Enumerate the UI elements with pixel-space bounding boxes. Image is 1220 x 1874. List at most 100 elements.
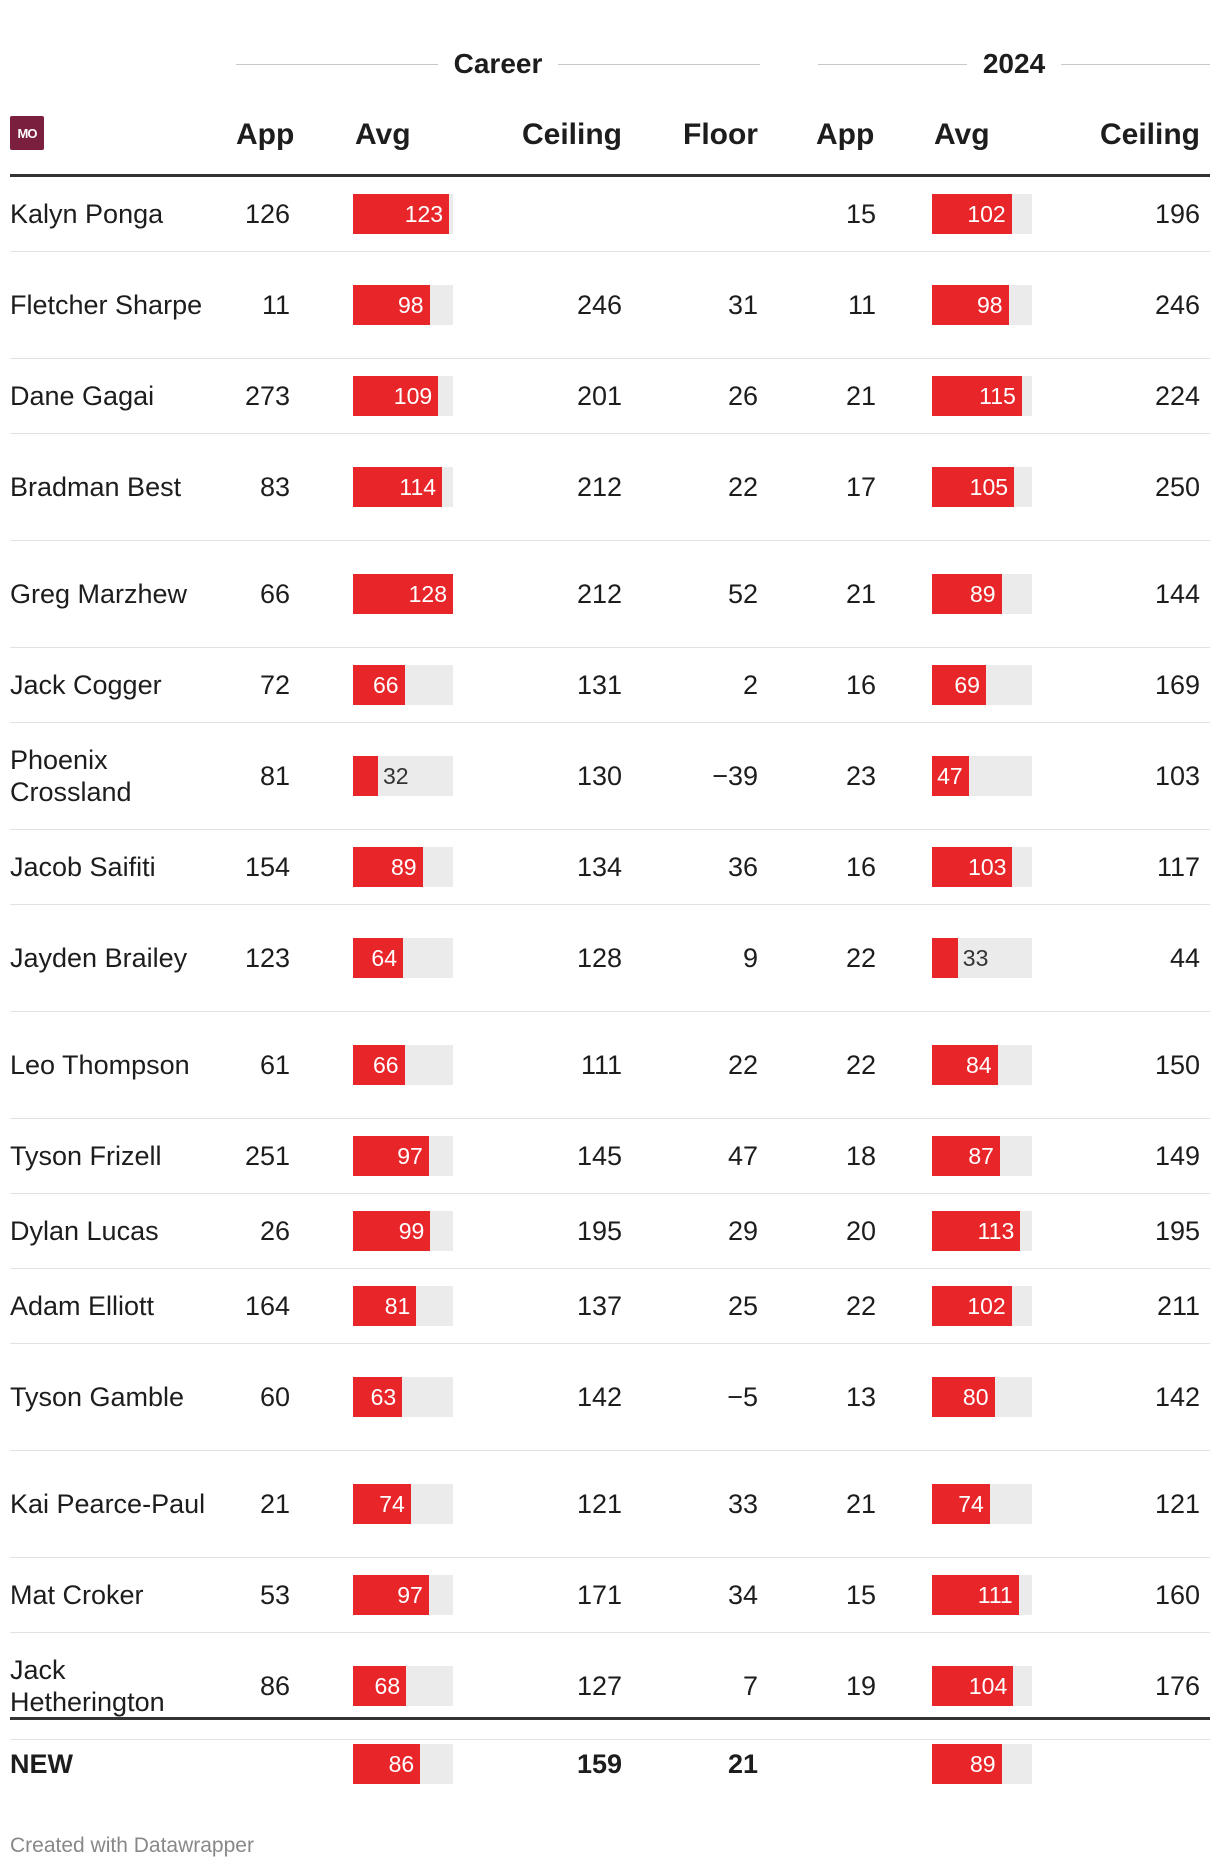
player-name: Dylan Lucas <box>10 1216 159 1246</box>
app-2024: 16 <box>845 669 876 700</box>
team-logo-icon: MO <box>10 116 44 150</box>
career-avg-bar: 123 <box>353 194 453 234</box>
divider <box>236 63 438 65</box>
career-avg-bar: 114 <box>353 467 453 507</box>
avg-2024-bar: 102 <box>932 194 1032 234</box>
avg-2024-bar: 84 <box>932 1045 1032 1085</box>
table-body: Kalyn Ponga 126 123 15 102 196 Fletcher Sharpe… <box>10 177 1210 1740</box>
career-app <box>190 1720 290 1808</box>
career-app: 273 <box>244 380 290 411</box>
career-avg-bar: 32 <box>353 756 453 796</box>
career-avg-bar: 98 <box>353 285 453 325</box>
bar-value-label: 102 <box>967 1292 1006 1319</box>
bar-value-label: 87 <box>968 1142 994 1169</box>
bar-value-label: 89 <box>390 853 417 880</box>
table-row: Kalyn Ponga 126 123 15 102 196 <box>10 177 1210 252</box>
ceiling-2024 <box>1090 1720 1200 1808</box>
avg-2024-bar: 113 <box>932 1211 1032 1251</box>
table-row: Kai Pearce-Paul 21 74 121 33 21 74 121 <box>10 1451 1210 1558</box>
career-ceiling: 111 <box>580 1049 622 1080</box>
bar-fill <box>353 1666 407 1706</box>
bar-fill <box>932 574 1002 614</box>
career-avg-bar: 109 <box>353 376 453 416</box>
app-2024: 15 <box>845 198 876 229</box>
avg-2024-bar: 89 <box>932 1744 1032 1784</box>
career-avg-bar: 99 <box>353 1211 453 1251</box>
career-avg-bar: 68 <box>353 1666 453 1706</box>
bar-value-label: 84 <box>966 1051 992 1078</box>
bar-fill <box>353 938 403 978</box>
ceiling-2024: 250 <box>1154 471 1200 502</box>
table-row: Mat Croker 53 97 171 34 15 111 160 <box>10 1558 1210 1633</box>
bar-fill <box>353 1744 421 1784</box>
career-floor: 47 <box>727 1140 758 1171</box>
bar-value-label: 113 <box>977 1217 1015 1244</box>
career-ceiling: 212 <box>576 578 622 609</box>
career-floor: 25 <box>727 1290 758 1321</box>
career-ceiling: 127 <box>576 1670 622 1701</box>
total-row: NEW 86 159 21 89 <box>10 1717 1210 1808</box>
career-ceiling: 195 <box>576 1215 622 1246</box>
bar-fill <box>353 285 430 325</box>
bar-value-label: 66 <box>372 1051 399 1078</box>
career-app: 11 <box>261 289 290 320</box>
column-header-row: MO App Avg Ceiling Floor App Avg Ceiling <box>10 112 1210 177</box>
header-avg: Avg <box>355 118 411 151</box>
table-row: Adam Elliott 164 81 137 25 22 102 211 <box>10 1269 1210 1344</box>
ceiling-2024: 117 <box>1156 851 1200 882</box>
app-2024: 17 <box>845 471 876 502</box>
table-row: Jayden Brailey 123 64 128 9 22 33 44 <box>10 905 1210 1012</box>
header-floor: Floor <box>683 118 758 151</box>
ceiling-2024: 169 <box>1154 669 1200 700</box>
table-row: Tyson Gamble 60 63 142 −5 13 80 142 <box>10 1344 1210 1451</box>
player-name: Tyson Frizell <box>10 1141 162 1171</box>
career-avg-bar: 128 <box>353 574 453 614</box>
table-row: Phoenix Crossland 81 32 130 −39 23 47 103 <box>10 723 1210 830</box>
bar-value-label: 63 <box>370 1383 397 1410</box>
table-row: Dane Gagai 273 109 201 26 21 115 224 <box>10 359 1210 434</box>
player-name: Leo Thompson <box>10 1050 190 1080</box>
avg-2024-bar: 98 <box>932 285 1032 325</box>
career-app: 154 <box>244 851 290 882</box>
player-name: NEW <box>10 1749 73 1779</box>
career-avg-bar: 66 <box>353 1045 453 1085</box>
bar-value-label: 115 <box>979 382 1016 409</box>
bar-value-label: 47 <box>937 762 963 789</box>
app-2024: 18 <box>845 1140 876 1171</box>
bar-fill <box>353 756 378 796</box>
bar-fill <box>932 376 1022 416</box>
career-ceiling: 130 <box>576 760 622 791</box>
career-ceiling: 171 <box>576 1579 622 1610</box>
career-floor: 36 <box>727 851 758 882</box>
footer-credit: Created with Datawrapper <box>10 1834 254 1857</box>
app-2024: 15 <box>845 1579 876 1610</box>
bar-value-label: 111 <box>977 1581 1013 1608</box>
career-ceiling: 212 <box>576 471 622 502</box>
ceiling-2024: 176 <box>1154 1670 1200 1701</box>
bar-fill <box>932 1045 998 1085</box>
bar-value-label: 128 <box>408 580 447 607</box>
career-ceiling: 128 <box>576 942 622 973</box>
career-floor: 22 <box>727 1049 758 1080</box>
player-name: Fletcher Sharpe <box>10 290 203 320</box>
player-name: Bradman Best <box>10 472 182 502</box>
career-avg-bar: 81 <box>353 1286 453 1326</box>
app-2024: 11 <box>847 289 876 320</box>
divider <box>818 63 967 65</box>
bar-fill <box>353 467 443 507</box>
bar-fill <box>932 1575 1019 1615</box>
career-avg-bar: 97 <box>353 1136 453 1176</box>
avg-2024-bar: 74 <box>932 1484 1032 1524</box>
career-floor: 2 <box>742 669 758 700</box>
career-avg-bar: 89 <box>353 847 453 887</box>
player-name: Tyson Gamble <box>10 1382 185 1412</box>
player-name: Kalyn Ponga <box>10 199 164 229</box>
divider <box>1061 63 1211 65</box>
career-app: 83 <box>259 471 290 502</box>
bar-fill <box>932 467 1015 507</box>
bar-fill <box>353 1045 405 1085</box>
player-name: Jacob Saifiti <box>10 852 156 882</box>
bar-fill <box>932 1744 1002 1784</box>
header-avg-2024: Avg <box>934 118 990 151</box>
app-2024: 21 <box>845 380 876 411</box>
